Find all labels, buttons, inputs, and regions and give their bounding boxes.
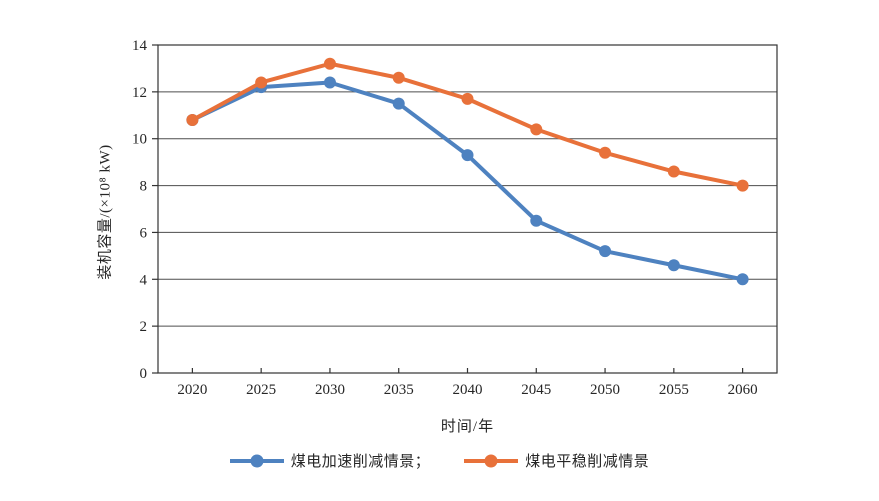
legend-dot-blue	[250, 454, 264, 467]
svg-text:10: 10	[132, 132, 147, 148]
legend-label-steady: 煤电平稳削减情景	[525, 454, 650, 470]
x-axis-title: 时间/年	[440, 419, 495, 435]
svg-text:6: 6	[140, 225, 148, 241]
svg-text:2060: 2060	[728, 382, 758, 398]
svg-text:2020: 2020	[177, 382, 207, 398]
svg-text:2045: 2045	[521, 382, 551, 398]
svg-text:2030: 2030	[315, 382, 345, 398]
legend-label-accelerated: 煤电加速削减情景；	[290, 454, 431, 470]
svg-text:2040: 2040	[453, 382, 483, 398]
chart-legend: 煤电加速削减情景； 煤电平稳削减情景	[0, 450, 879, 471]
svg-text:2035: 2035	[384, 382, 414, 398]
legend-line-marker-blue	[229, 454, 284, 467]
svg-text:14: 14	[132, 38, 148, 54]
svg-text:8: 8	[140, 179, 148, 195]
legend-dot-orange	[484, 454, 498, 467]
legend-item-accelerated: 煤电加速削减情景；	[229, 450, 431, 471]
svg-text:2055: 2055	[659, 382, 689, 398]
svg-text:4: 4	[140, 272, 148, 288]
legend-item-steady: 煤电平稳削减情景	[464, 450, 649, 471]
svg-text:2: 2	[140, 319, 148, 335]
svg-text:12: 12	[132, 85, 147, 101]
svg-text:0: 0	[140, 366, 148, 382]
legend-line-marker-orange	[464, 454, 519, 467]
svg-text:2025: 2025	[246, 382, 276, 398]
svg-text:2050: 2050	[590, 382, 620, 398]
y-axis-title: 装机容量/(×10⁸ kW)	[97, 144, 114, 280]
